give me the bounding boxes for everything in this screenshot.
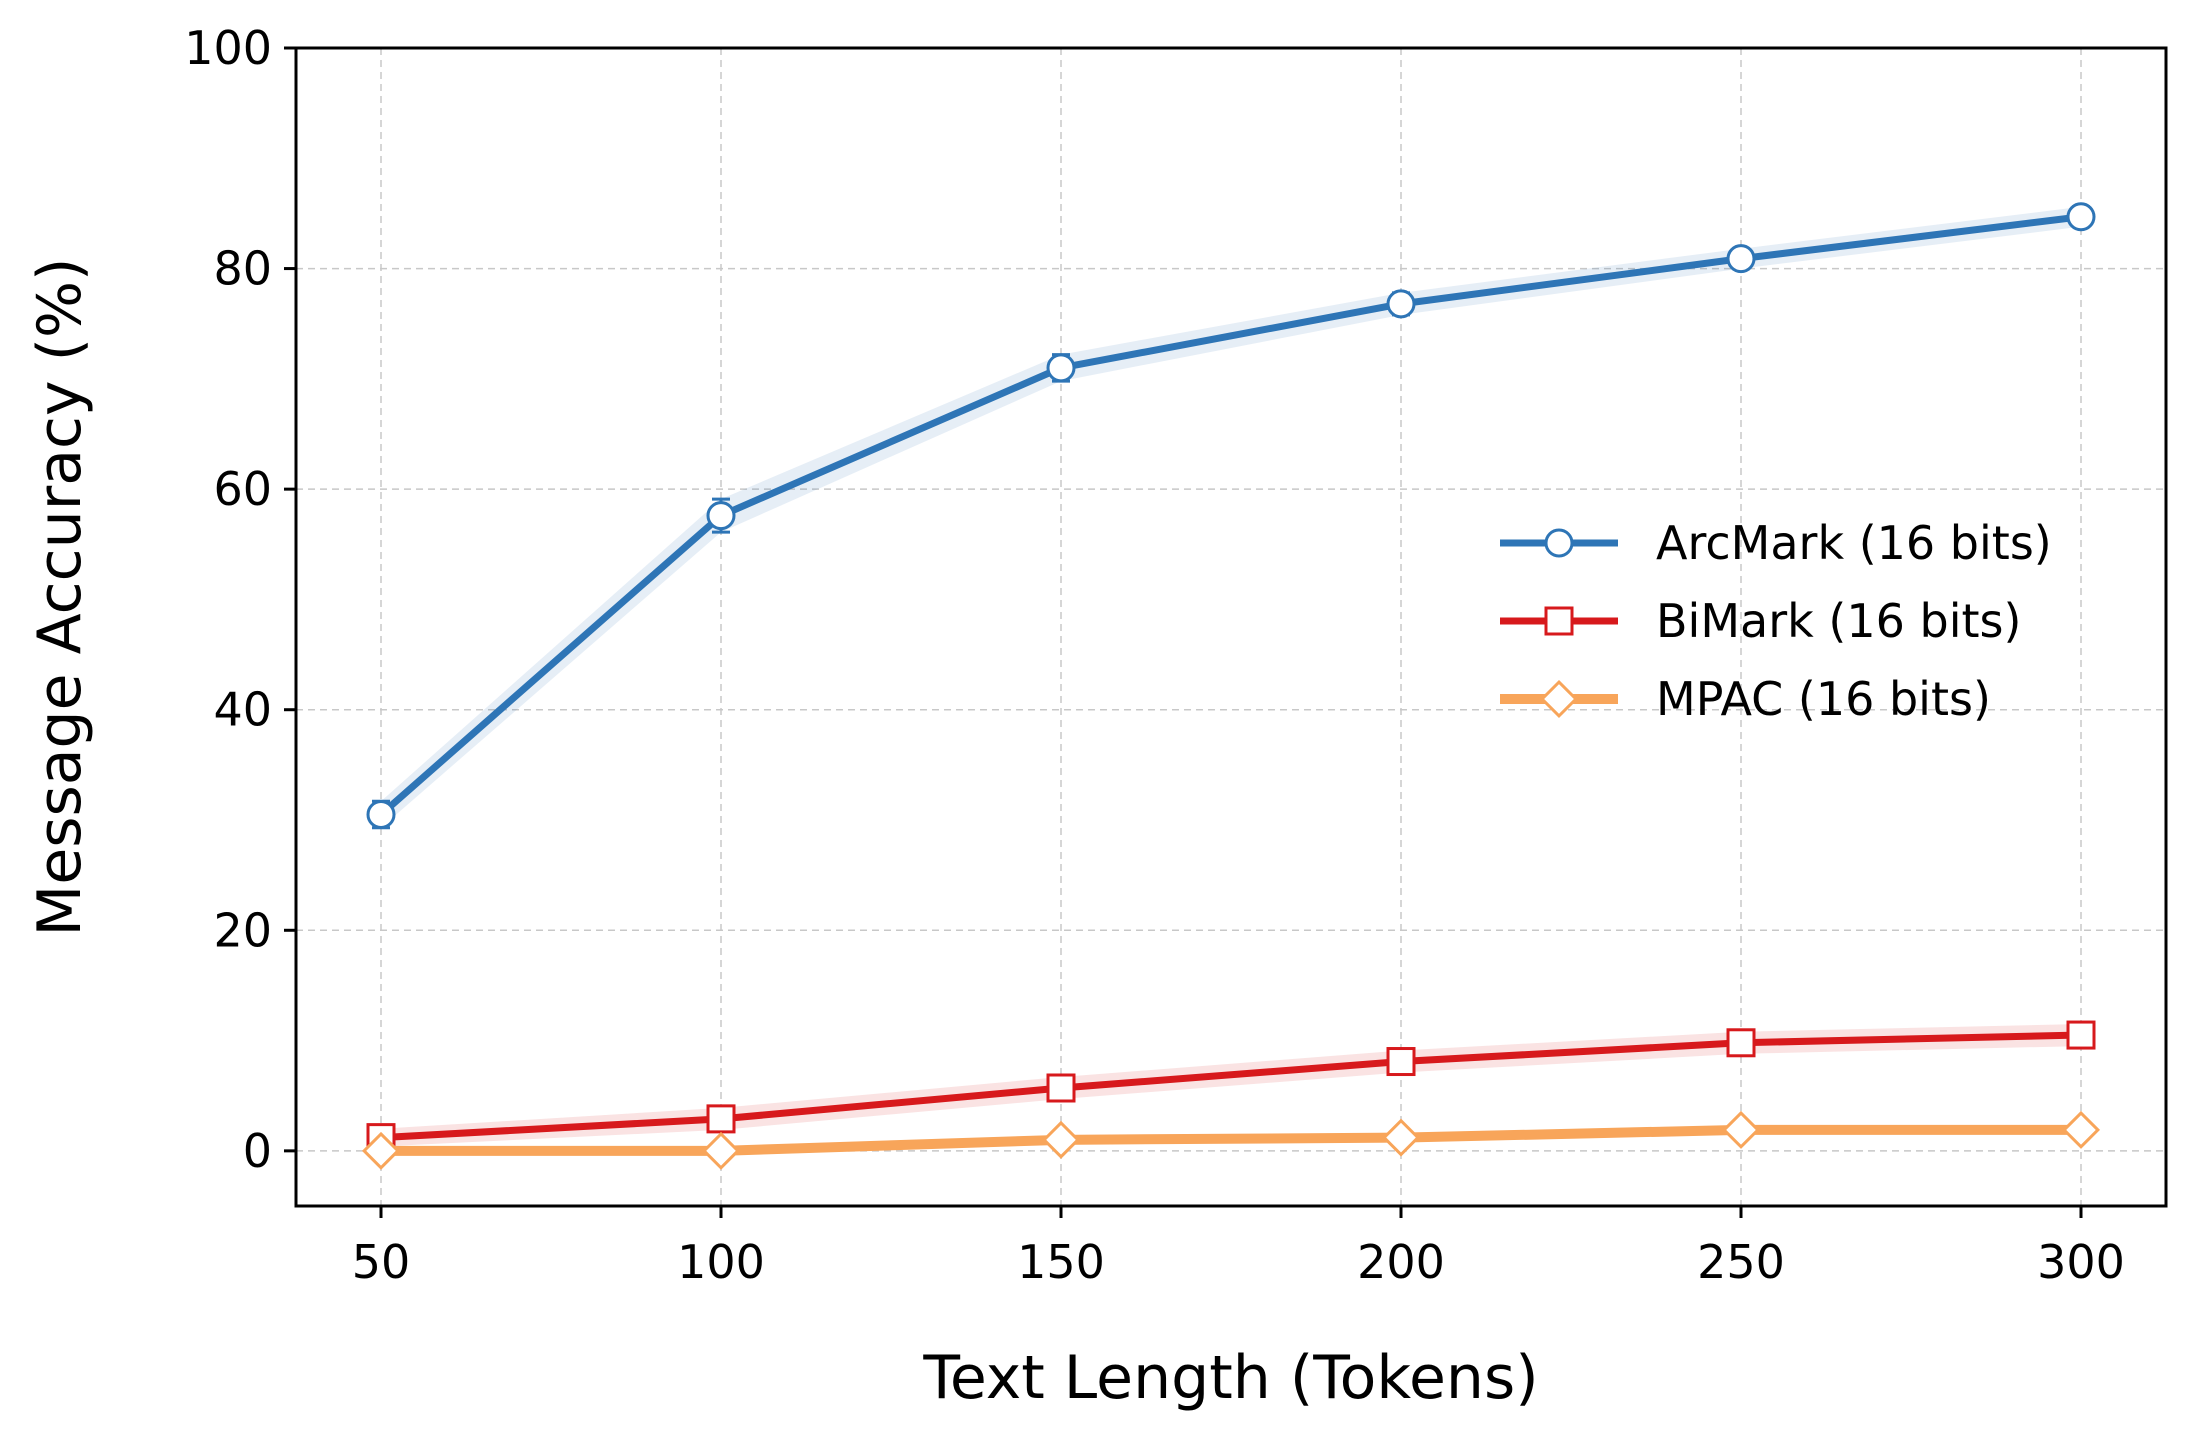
data-point-arcmark [366, 799, 396, 829]
x-tick-label: 200 [1357, 1235, 1445, 1289]
grid-lines [296, 47, 2166, 1206]
y-tick-label: 60 [213, 462, 272, 516]
data-point-mpac [1381, 1118, 1421, 1157]
legend-label-arcmark: ArcMark (16 bits) [1656, 516, 2052, 570]
x-tick-label: 100 [677, 1235, 765, 1289]
data-point-bimark [1046, 1073, 1076, 1103]
data-point-arcmark [1046, 353, 1076, 383]
data-point-mpac [1041, 1120, 1081, 1159]
y-tick-label: 40 [213, 683, 272, 737]
data-point-bimark [1726, 1028, 1756, 1058]
legend-entry-mpac: MPAC (16 bits) [1500, 672, 1991, 726]
data-point-mpac [2061, 1110, 2101, 1149]
legend-marker-arcmark [1544, 528, 1574, 558]
data-point-mpac [361, 1131, 401, 1170]
y-tick-label: 20 [213, 903, 272, 957]
x-tick-label: 300 [2037, 1235, 2125, 1289]
error-band-bimark [381, 1024, 2081, 1147]
x-tick-label: 150 [1017, 1235, 1105, 1289]
axis-ticks: 50 100 150 200 250 300 0 20 40 60 80 100 [184, 21, 2125, 1289]
series-line-mpac [381, 1124, 2081, 1156]
y-axis-title: Message Accuracy (%) [25, 258, 95, 937]
data-point-mpac [1721, 1110, 1761, 1149]
legend-label-mpac: MPAC (16 bits) [1656, 672, 1991, 726]
plot-frame [294, 46, 2168, 1208]
series-lines [361, 202, 2101, 1170]
x-tick-label: 250 [1697, 1235, 1785, 1289]
series-line-arcmark [378, 213, 2082, 818]
y-tick-label: 80 [213, 242, 272, 296]
legend-marker-bimark [1544, 606, 1574, 636]
y-tick-label: 100 [184, 21, 272, 75]
data-point-bimark [1386, 1047, 1416, 1077]
y-tick-label: 0 [243, 1124, 272, 1178]
data-point-arcmark [1386, 289, 1416, 319]
data-point-mpac [701, 1131, 741, 1170]
data-point-bimark [2066, 1020, 2096, 1050]
data-point-arcmark [2066, 202, 2096, 232]
legend: ArcMark (16 bits) BiMark (16 bits) MPAC … [1500, 516, 2052, 726]
data-point-bimark [706, 1104, 736, 1134]
data-point-arcmark [706, 501, 736, 531]
x-tick-label: 50 [352, 1235, 411, 1289]
series-line-bimark [380, 1031, 2082, 1142]
legend-entry-bimark: BiMark (16 bits) [1500, 594, 2021, 648]
legend-entry-arcmark: ArcMark (16 bits) [1500, 516, 2052, 570]
legend-label-bimark: BiMark (16 bits) [1656, 594, 2021, 648]
legend-marker-mpac [1539, 679, 1579, 719]
x-axis-title: Text Length (Tokens) [922, 1343, 1538, 1413]
data-point-arcmark [1726, 244, 1756, 274]
